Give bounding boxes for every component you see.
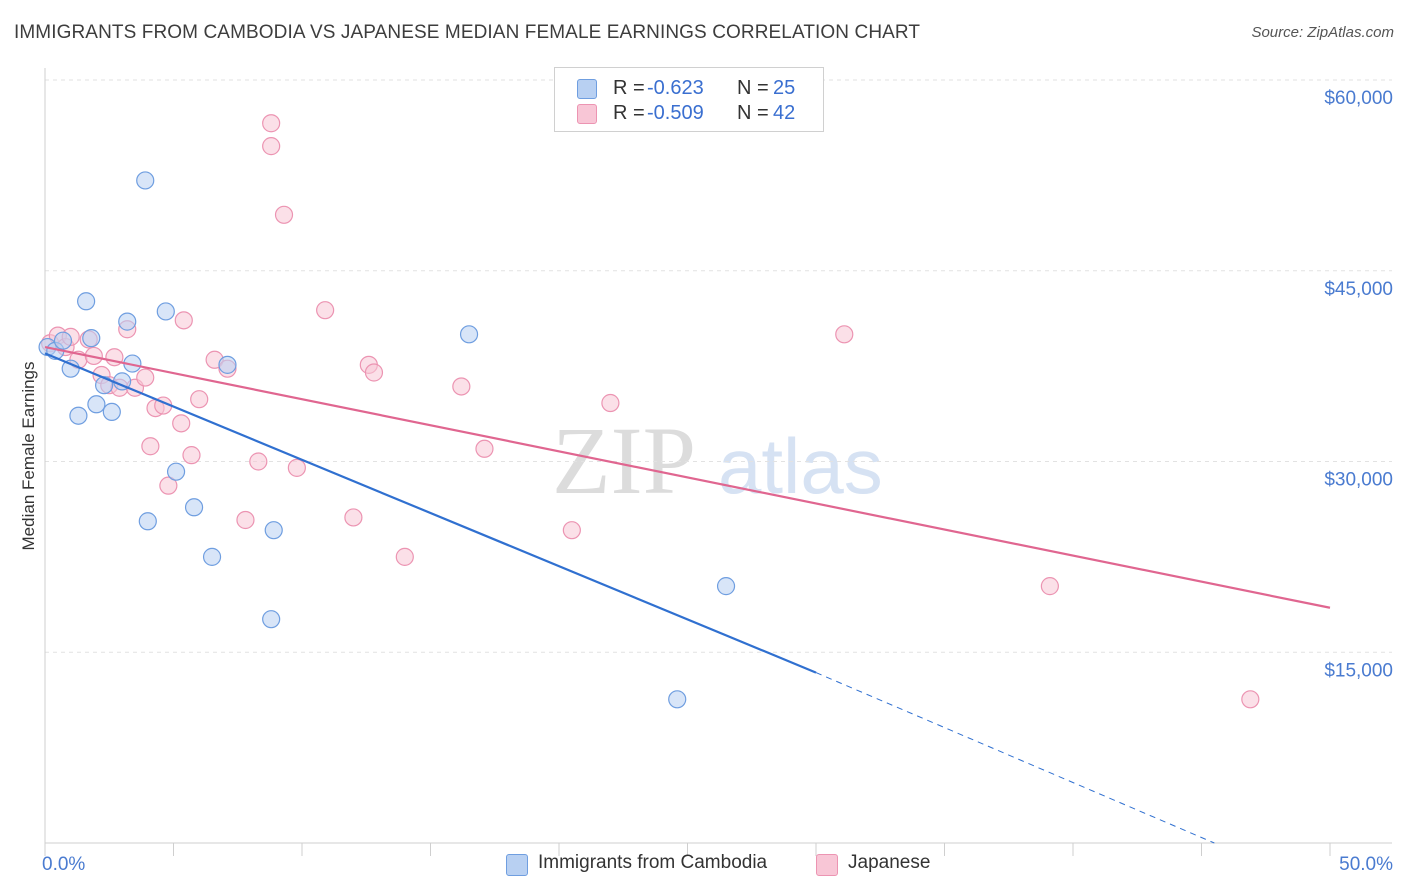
data-point — [136, 171, 155, 190]
trend-line-japanese — [44, 345, 1331, 609]
data-point — [77, 292, 96, 311]
data-point — [459, 325, 479, 344]
source-label: Source: ZipAtlas.com — [1251, 24, 1394, 41]
legend-n-value: 25 — [773, 77, 796, 99]
chart-title: IMMIGRANTS FROM CAMBODIA VS JAPANESE MED… — [14, 22, 921, 43]
data-point — [102, 402, 121, 422]
data-point — [136, 368, 155, 387]
data-point — [835, 325, 854, 344]
data-point — [138, 512, 157, 531]
legend-n-value: 42 — [773, 102, 796, 124]
data-point — [202, 547, 222, 566]
cambodia-points — [38, 171, 736, 709]
data-point — [344, 508, 363, 527]
data-point — [668, 690, 687, 709]
data-point — [184, 498, 204, 517]
data-point — [395, 547, 414, 566]
data-point — [716, 577, 736, 596]
x-tick-label: 0.0% — [42, 854, 85, 875]
y-tick-label: $15,000 — [1324, 660, 1393, 681]
data-point — [141, 437, 160, 456]
legend-r-value: -0.623 — [647, 77, 704, 99]
data-point — [156, 302, 175, 321]
gridlines — [45, 79, 1392, 653]
y-tick-label: $60,000 — [1324, 88, 1393, 109]
watermark-zip: ZIP — [552, 407, 696, 514]
legend-row-japanese: R = -0.509 N = 42 — [555, 101, 823, 127]
data-point — [475, 439, 494, 458]
legend-r-value: -0.509 — [647, 102, 704, 124]
data-point — [249, 452, 268, 471]
data-point — [166, 462, 186, 481]
trend-line-cambodia-extension — [815, 672, 1215, 844]
legend-n-label: N = — [737, 77, 769, 99]
x-tick-label: 50.0% — [1339, 854, 1393, 875]
tick-labels: $15,000 $30,000 $45,000 $60,000 0.0% 50.0% — [42, 88, 1393, 875]
data-point — [1241, 690, 1260, 709]
data-point — [562, 521, 581, 540]
data-point — [182, 446, 201, 465]
series-swatch-japanese — [816, 854, 838, 876]
legend-row-cambodia: R = -0.623 N = 25 — [555, 76, 823, 102]
legend-swatch-japanese — [577, 104, 597, 124]
data-point — [1040, 577, 1059, 596]
data-point — [601, 393, 620, 413]
data-point — [218, 355, 237, 374]
legend-n-label: N = — [737, 102, 769, 124]
data-point — [118, 312, 137, 331]
data-point — [364, 363, 384, 382]
series-swatch-cambodia — [506, 854, 528, 876]
legend-r-label: R = — [613, 102, 645, 124]
data-point — [53, 331, 73, 350]
trend-lines — [44, 345, 1331, 844]
data-point — [159, 476, 178, 495]
y-axis-label: Median Female Earnings — [19, 362, 38, 551]
data-point — [262, 610, 281, 629]
series-label-cambodia: Immigrants from Cambodia — [538, 852, 768, 873]
data-point — [264, 521, 283, 540]
data-point — [452, 377, 471, 396]
watermark-atlas: atlas — [718, 422, 883, 510]
data-point — [174, 311, 193, 330]
series-label-japanese: Japanese — [848, 852, 931, 873]
data-point — [236, 510, 255, 530]
stats-legend: R = -0.623 N = 25 R = -0.509 N = 42 — [554, 67, 824, 132]
data-point — [262, 137, 281, 156]
y-tick-label: $45,000 — [1324, 279, 1393, 300]
data-point — [87, 395, 106, 414]
y-tick-label: $30,000 — [1324, 470, 1393, 491]
data-point — [69, 406, 88, 425]
trend-line-cambodia — [44, 352, 817, 674]
data-point — [316, 301, 335, 320]
legend-r-label: R = — [613, 77, 645, 99]
axes — [44, 68, 1392, 856]
data-point — [172, 414, 191, 433]
data-point — [274, 205, 294, 224]
data-point — [190, 390, 209, 409]
legend-swatch-cambodia — [577, 79, 597, 99]
watermark: ZIP atlas — [552, 407, 883, 514]
data-point — [287, 458, 306, 477]
data-point — [82, 329, 101, 348]
data-point — [262, 114, 281, 133]
